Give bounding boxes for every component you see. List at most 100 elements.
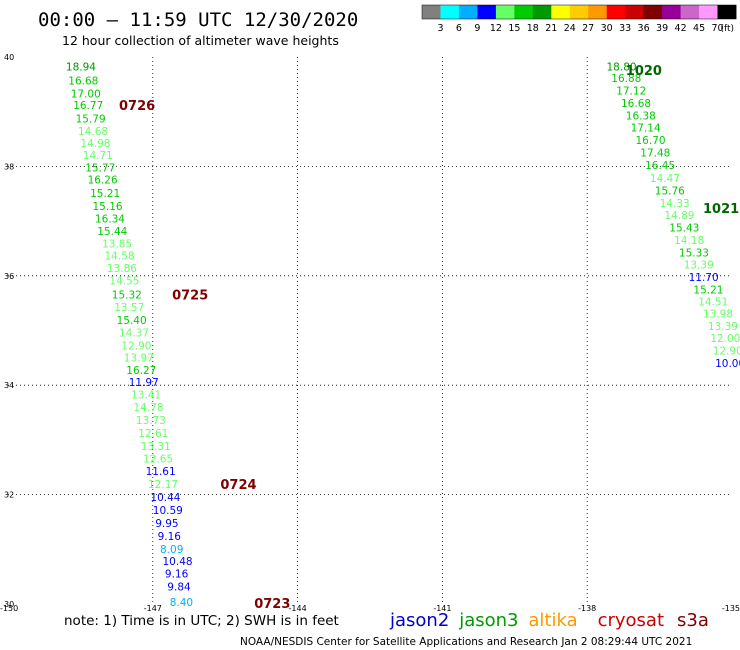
pass-time-label: 0725 — [172, 288, 208, 303]
swh-value: 13.31 — [141, 441, 171, 453]
swh-value: 9.84 — [167, 582, 191, 594]
swh-value: 17.12 — [616, 85, 646, 97]
swh-value: 13.85 — [102, 239, 132, 251]
swh-value: 16.77 — [73, 100, 103, 112]
y-tick-label: 36 — [4, 272, 14, 281]
pass-time-label: 1020 — [626, 64, 662, 79]
legend-swatch — [662, 5, 681, 19]
x-tick-label: -150 — [0, 604, 18, 613]
legend-swatch — [569, 5, 589, 19]
legend-swatch — [422, 5, 441, 19]
swh-value: 15.44 — [97, 226, 127, 238]
legend-label: 24 — [564, 23, 576, 34]
legend-label: 27 — [582, 23, 594, 34]
swh-value: 13.41 — [131, 390, 161, 402]
y-tick-label: 38 — [4, 162, 14, 171]
swh-value: 14.51 — [698, 297, 728, 309]
swh-value: 14.58 — [105, 251, 135, 263]
swh-value: 17.48 — [640, 148, 670, 160]
footnote: note: 1) Time is in UTC; 2) SWH is in fe… — [64, 613, 339, 629]
swh-value: 11.61 — [146, 466, 176, 478]
swh-value: 15.77 — [85, 163, 115, 175]
swh-value: 14.98 — [80, 138, 110, 150]
swh-value: 8.40 — [170, 597, 193, 609]
swh-value: 12.17 — [148, 479, 178, 491]
swh-value: 13.39 — [684, 259, 714, 271]
legend-swatch — [440, 5, 460, 19]
swh-value: 18.80 — [607, 61, 637, 73]
swh-value: 16.45 — [645, 160, 675, 172]
swh-value: 15.21 — [90, 188, 120, 200]
y-tick-label: 30 — [4, 600, 14, 609]
swh-value: 17.00 — [71, 89, 101, 101]
legend-frame — [421, 4, 737, 20]
legend-swatch — [532, 5, 552, 19]
legend-swatch — [625, 5, 645, 19]
y-tick-label: 32 — [4, 491, 14, 500]
swh-value: 16.38 — [626, 111, 656, 123]
swh-value: 12.90 — [121, 340, 151, 352]
pass-time-label: 0726 — [119, 99, 155, 114]
legend-label: 70 — [711, 23, 723, 34]
legend-label: 39 — [656, 23, 668, 34]
swh-value: 16.68 — [621, 98, 651, 110]
legend-swatch — [495, 5, 515, 19]
swh-value: 13.86 — [107, 263, 137, 275]
legend-swatch — [551, 5, 571, 19]
satellite-legend-item: s3a — [677, 610, 709, 631]
pass-time-label: 0723 — [254, 597, 290, 612]
swh-value: 9.16 — [165, 568, 189, 580]
pass-time-label: 1021 — [703, 202, 739, 217]
legend-swatch — [477, 5, 497, 19]
swh-value: 14.18 — [674, 235, 704, 247]
swh-value: 10.44 — [150, 492, 180, 504]
swh-value: 15.21 — [693, 285, 723, 297]
swh-value: 15.79 — [76, 113, 106, 125]
legend-swatch — [643, 5, 663, 19]
swh-value: 14.47 — [650, 173, 680, 185]
swh-value: 10.00 — [715, 358, 740, 370]
chart-subtitle: 12 hour collection of altimeter wave hei… — [62, 33, 339, 48]
swh-value: 16.88 — [611, 73, 641, 85]
swh-value: 13.39 — [708, 321, 738, 333]
satellite-legend-item: cryosat — [598, 610, 664, 631]
latitude-tick-labels: 30 32 34 36 38 40 — [4, 53, 14, 609]
swh-value: 13.97 — [124, 352, 154, 364]
legend-label: 15 — [508, 23, 520, 34]
legend-label: 12 — [490, 23, 502, 34]
pass-time-label: 0724 — [220, 478, 256, 493]
swh-value: 11.70 — [689, 272, 719, 284]
legend-label: 30 — [601, 23, 613, 34]
satellite-legend-item: jason3 — [458, 610, 518, 631]
x-tick-label: -141 — [433, 604, 451, 613]
x-tick-label: -138 — [578, 604, 596, 613]
swh-value: 15.32 — [112, 289, 142, 301]
swh-value: 11.97 — [129, 377, 159, 389]
legend-label: 9 — [474, 23, 480, 34]
swh-value: 13.98 — [703, 309, 733, 321]
legend-label: 3 — [437, 23, 443, 34]
satellite-legend: jason2 jason3 altika cryosat s3a — [389, 610, 709, 631]
legend-swatch — [680, 5, 700, 19]
swh-value: 14.37 — [119, 328, 149, 340]
swh-value: 14.71 — [83, 150, 113, 162]
swh-value: 9.16 — [158, 531, 182, 543]
swh-value: 16.68 — [68, 76, 98, 88]
swh-value: 17.14 — [631, 123, 661, 135]
longitude-tick-labels: -150 -147 -144 -141 -138 -135 — [0, 604, 740, 613]
legend-unit: (ft) — [720, 24, 734, 34]
swh-value: 14.55 — [109, 276, 139, 288]
legend-label: 45 — [693, 23, 705, 34]
swh-value: 16.34 — [95, 213, 125, 225]
swh-value: 14.68 — [78, 126, 108, 138]
swh-value: 8.09 — [160, 544, 183, 556]
swh-value: 15.40 — [117, 315, 147, 327]
legend-label: 6 — [456, 23, 462, 34]
x-tick-label: -147 — [144, 604, 162, 613]
legend-label: 36 — [638, 23, 650, 34]
legend-label: 42 — [675, 23, 687, 34]
satellite-legend-item: jason2 — [389, 610, 449, 631]
swh-value: 12.61 — [138, 428, 168, 440]
swh-value: 12.90 — [713, 346, 740, 358]
